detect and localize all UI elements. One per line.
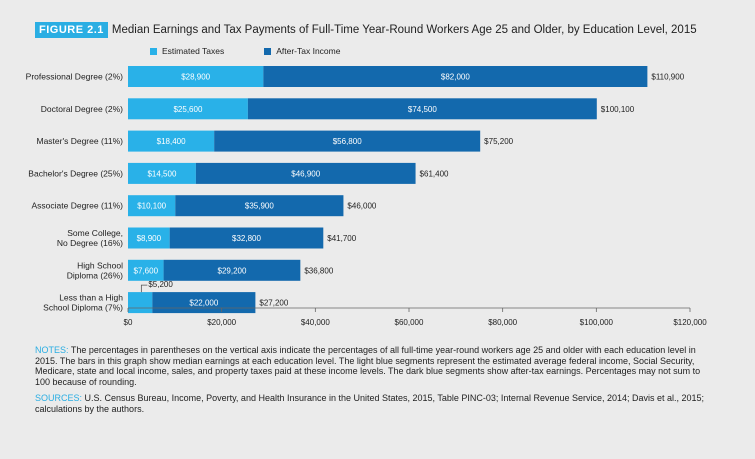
data-label-after-tax: $56,800 bbox=[333, 137, 362, 146]
x-tick-label: $80,000 bbox=[488, 318, 517, 327]
data-label-after-tax: $32,800 bbox=[232, 234, 261, 243]
x-tick-label: $120,000 bbox=[673, 318, 707, 327]
bar-estimated-taxes bbox=[128, 227, 170, 249]
category-label: Associate Degree (11%) bbox=[32, 201, 124, 211]
figure-title: Median Earnings and Tax Payments of Full… bbox=[111, 24, 697, 36]
bar-after-tax-income bbox=[214, 130, 481, 152]
data-label-total: $61,400 bbox=[420, 169, 449, 178]
category-label: No Degree (16%) bbox=[57, 238, 123, 248]
data-label-after-tax: $74,500 bbox=[408, 105, 437, 114]
bar-after-tax-income bbox=[175, 195, 344, 217]
data-label-total: $75,200 bbox=[484, 137, 513, 146]
category-label: Some College, bbox=[67, 228, 123, 238]
x-tick-label: $100,000 bbox=[580, 318, 614, 327]
legend-swatch-after-tax bbox=[264, 47, 272, 55]
bar-after-tax-income bbox=[263, 66, 648, 87]
data-label-after-tax: $22,000 bbox=[189, 299, 218, 308]
data-label-taxes: $14,500 bbox=[147, 169, 176, 178]
notes-label: NOTES: bbox=[35, 345, 69, 355]
category-label: Diploma (26%) bbox=[67, 270, 123, 280]
notes-paragraph: NOTES: The percentages in parentheses on… bbox=[35, 345, 715, 387]
category-label: Professional Degree (2%) bbox=[26, 72, 123, 82]
x-tick-label: $60,000 bbox=[395, 318, 424, 327]
data-label-total: $110,900 bbox=[651, 73, 684, 82]
data-label-total: $41,700 bbox=[327, 234, 356, 243]
figure-label: FIGURE 2.1 bbox=[35, 22, 108, 38]
x-tick-label: $40,000 bbox=[301, 318, 330, 327]
sources-label: SOURCES: bbox=[35, 393, 83, 403]
category-label: Bachelor's Degree (25%) bbox=[28, 168, 123, 178]
category-label: School Diploma (7%) bbox=[43, 303, 123, 313]
legend-label-taxes: Estimated Taxes bbox=[162, 46, 225, 56]
bar-estimated-taxes bbox=[128, 98, 248, 120]
data-label-after-tax: $46,900 bbox=[291, 169, 320, 178]
legend-item-taxes: Estimated Taxes bbox=[150, 46, 224, 56]
bar-after-tax-income bbox=[247, 98, 597, 120]
data-label-total: $36,800 bbox=[304, 266, 333, 275]
category-label: Doctoral Degree (2%) bbox=[41, 104, 123, 114]
x-tick-label: $0 bbox=[124, 318, 133, 327]
sources-text: U.S. Census Bureau, Income, Poverty, and… bbox=[35, 393, 705, 414]
bar-estimated-taxes bbox=[128, 130, 215, 152]
data-label-taxes: $25,600 bbox=[173, 105, 202, 114]
bar-after-tax-income bbox=[169, 227, 324, 249]
figure-header: FIGURE 2.1 Median Earnings and Tax Payme… bbox=[35, 22, 697, 38]
data-label-taxes: $10,100 bbox=[137, 202, 166, 211]
data-label-after-tax: $35,900 bbox=[245, 202, 274, 211]
data-label-taxes: $28,900 bbox=[181, 73, 210, 82]
legend-item-after-tax: After-Tax Income bbox=[264, 46, 340, 56]
bar-estimated-taxes bbox=[128, 195, 176, 217]
sources-paragraph: SOURCES: U.S. Census Bureau, Income, Pov… bbox=[35, 393, 715, 414]
bar-after-tax-income bbox=[195, 162, 416, 184]
legend-swatch-taxes bbox=[150, 47, 157, 55]
data-label-total: $100,100 bbox=[601, 105, 635, 114]
notes-text: The percentages in parentheses on the ve… bbox=[35, 345, 701, 387]
bar-after-tax-income bbox=[163, 259, 301, 281]
chart-legend: Estimated Taxes After-Tax Income bbox=[150, 46, 340, 56]
callout-line bbox=[140, 284, 148, 293]
legend-label-after-tax: After-Tax Income bbox=[276, 46, 341, 56]
data-label-after-tax: $82,000 bbox=[441, 73, 470, 82]
data-label-taxes: $18,400 bbox=[157, 137, 186, 146]
bar-chart: Professional Degree (2%) $28,900 $82,000 $1… bbox=[26, 66, 707, 327]
bar-estimated-taxes bbox=[128, 292, 153, 314]
data-label-taxes: $7,600 bbox=[134, 266, 159, 275]
category-label: Less than a High bbox=[59, 293, 123, 303]
bar-estimated-taxes bbox=[128, 66, 264, 87]
data-label-total: $46,000 bbox=[347, 202, 376, 211]
notes-block: NOTES: The percentages in parentheses on… bbox=[35, 345, 715, 420]
bar-estimated-taxes bbox=[128, 162, 196, 184]
x-tick-label: $20,000 bbox=[207, 318, 236, 327]
bar-estimated-taxes bbox=[128, 259, 164, 281]
data-label-total: $27,200 bbox=[259, 299, 288, 308]
category-label: Master's Degree (11%) bbox=[37, 136, 124, 146]
data-label-taxes: $5,200 bbox=[148, 280, 173, 289]
data-label-taxes: $8,900 bbox=[137, 234, 162, 243]
category-label: High School bbox=[77, 260, 123, 270]
data-label-after-tax: $29,200 bbox=[218, 266, 247, 275]
